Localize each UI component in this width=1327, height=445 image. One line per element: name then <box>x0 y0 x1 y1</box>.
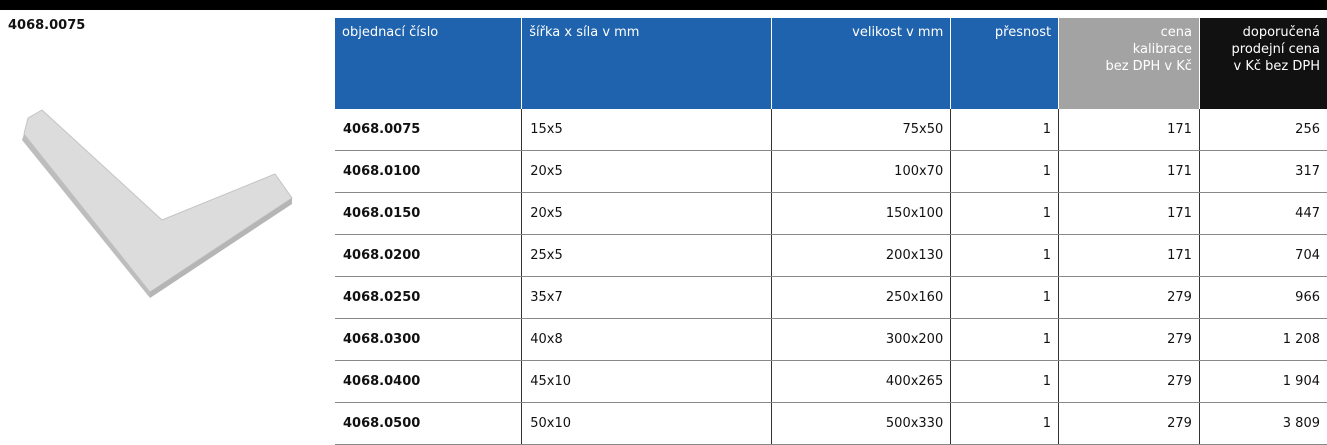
page: {"product": {"code": "4068.0075"}, "tabl… <box>0 0 1327 445</box>
table-cell: 50x10 <box>522 403 772 445</box>
table-cell: 447 <box>1199 193 1327 235</box>
column-header: přesnost <box>951 18 1059 109</box>
table-cell: 279 <box>1059 361 1200 403</box>
table-cell: 1 <box>951 151 1059 193</box>
order-number: 4068.0400 <box>335 361 522 403</box>
table-cell: 279 <box>1059 319 1200 361</box>
table-cell: 300x200 <box>771 319 950 361</box>
table-cell: 171 <box>1059 109 1200 151</box>
table-cell: 1 <box>951 235 1059 277</box>
table-cell: 279 <box>1059 277 1200 319</box>
table-cell: 20x5 <box>522 193 772 235</box>
table-cell: 500x330 <box>771 403 950 445</box>
table-cell: 150x100 <box>771 193 950 235</box>
table-cell: 1 <box>951 319 1059 361</box>
table-cell: 35x7 <box>522 277 772 319</box>
table-cell: 1 <box>951 193 1059 235</box>
order-number: 4068.0075 <box>335 109 522 151</box>
table-cell: 704 <box>1199 235 1327 277</box>
order-number: 4068.0300 <box>335 319 522 361</box>
order-number: 4068.0200 <box>335 235 522 277</box>
table-cell: 279 <box>1059 403 1200 445</box>
table-cell: 1 <box>951 403 1059 445</box>
column-header: objednací číslo <box>335 18 522 109</box>
table-cell: 250x160 <box>771 277 950 319</box>
table-cell: 1 <box>951 361 1059 403</box>
table-cell: 1 <box>951 277 1059 319</box>
table-cell: 15x5 <box>522 109 772 151</box>
table-cell: 75x50 <box>771 109 950 151</box>
column-header: velikost v mm <box>771 18 950 109</box>
table-cell: 1 208 <box>1199 319 1327 361</box>
column-header: šířka x síla v mm <box>522 18 772 109</box>
order-number: 4068.0100 <box>335 151 522 193</box>
table-cell: 966 <box>1199 277 1327 319</box>
top-bar <box>0 0 1327 10</box>
order-number: 4068.0500 <box>335 403 522 445</box>
table-cell: 400x265 <box>771 361 950 403</box>
table-cell: 171 <box>1059 235 1200 277</box>
table-cell: 100x70 <box>771 151 950 193</box>
table-cell: 256 <box>1199 109 1327 151</box>
table-cell: 171 <box>1059 151 1200 193</box>
column-header: cena kalibrace bez DPH v Kč <box>1059 18 1200 109</box>
product-code: 4068.0075 <box>8 18 85 33</box>
order-number: 4068.0250 <box>335 277 522 319</box>
table-cell: 171 <box>1059 193 1200 235</box>
order-number: 4068.0150 <box>335 193 522 235</box>
table-cell: 1 904 <box>1199 361 1327 403</box>
table-cell: 1 <box>951 109 1059 151</box>
page-body: 4068.0075 objednací číslošířka x síla v … <box>0 0 1327 445</box>
product-image <box>0 90 320 310</box>
table-cell: 45x10 <box>522 361 772 403</box>
column-header: doporučená prodejní cena v Kč bez DPH <box>1199 18 1327 109</box>
table-cell: 40x8 <box>522 319 772 361</box>
table-cell: 3 809 <box>1199 403 1327 445</box>
table-cell: 200x130 <box>771 235 950 277</box>
table-cell: 317 <box>1199 151 1327 193</box>
table-cell: 25x5 <box>522 235 772 277</box>
table-cell: 20x5 <box>522 151 772 193</box>
